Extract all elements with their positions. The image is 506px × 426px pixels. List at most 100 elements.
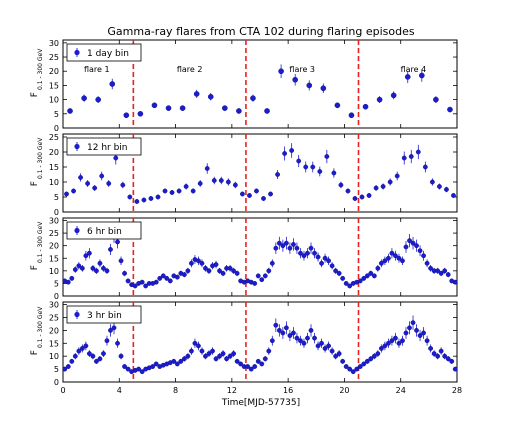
data-point xyxy=(276,327,282,333)
data-point xyxy=(255,358,261,364)
data-point xyxy=(336,351,342,357)
data-point xyxy=(269,338,275,344)
x-tick-labels: 0 4 8 12 16 20 24 28 xyxy=(60,386,462,395)
data-point xyxy=(207,93,214,100)
data-point xyxy=(261,196,266,201)
data-point xyxy=(352,196,358,201)
data-point xyxy=(83,343,89,349)
data-point xyxy=(203,353,208,359)
y-axis-label-subscript: 0.1 - 300 GeV xyxy=(37,137,44,179)
x-tick-label: 0 xyxy=(60,386,65,395)
data-point xyxy=(333,268,339,274)
y-tick-label: 0 xyxy=(54,124,59,133)
data-point xyxy=(122,270,127,276)
data-point xyxy=(376,96,383,103)
x-tick-label: 8 xyxy=(173,386,178,395)
data-point xyxy=(190,188,196,194)
data-point xyxy=(451,193,456,198)
y-tick-label: 10 xyxy=(49,267,59,276)
data-point xyxy=(396,340,402,346)
data-point xyxy=(95,96,101,103)
data-point xyxy=(101,351,106,357)
data-point xyxy=(206,268,212,274)
data-point xyxy=(322,346,328,351)
y-tick-label: 15 xyxy=(49,81,59,90)
legend-label: 3 hr bin xyxy=(87,311,122,321)
data-point xyxy=(250,95,256,101)
x-tick-label: 4 xyxy=(117,386,122,395)
data-point xyxy=(227,353,233,359)
data-point xyxy=(132,283,138,289)
data-point xyxy=(386,255,391,261)
data-point xyxy=(211,178,217,183)
data-point xyxy=(287,333,293,338)
data-point xyxy=(199,260,205,266)
legend-box xyxy=(66,305,142,324)
data-point xyxy=(113,155,119,161)
data-point xyxy=(400,338,405,344)
data-point xyxy=(422,164,428,170)
data-point xyxy=(401,155,407,161)
data-point xyxy=(266,268,272,274)
data-point xyxy=(90,265,96,271)
data-point xyxy=(248,366,254,372)
data-point xyxy=(125,278,131,284)
data-point xyxy=(213,356,219,362)
y-tick-label: 25 xyxy=(49,229,59,238)
data-point xyxy=(157,275,163,281)
data-point xyxy=(343,364,349,369)
data-point xyxy=(69,358,75,364)
data-point xyxy=(368,270,374,276)
legend: 6 hr bin xyxy=(66,221,142,240)
data-point xyxy=(109,81,116,87)
data-point xyxy=(315,254,321,260)
data-point xyxy=(417,333,423,338)
data-point xyxy=(193,91,200,97)
data-point xyxy=(387,179,393,185)
data-point xyxy=(269,260,275,266)
data-point xyxy=(417,248,423,254)
y-tick-label: 25 xyxy=(49,53,59,62)
data-point xyxy=(433,96,439,103)
y-tick-label: 15 xyxy=(49,254,59,263)
data-point xyxy=(382,343,388,349)
data-point xyxy=(196,343,201,349)
x-tick-label: 28 xyxy=(452,386,462,395)
flare-label: flare 4 xyxy=(401,65,427,74)
data-point xyxy=(217,353,222,359)
y-tick-label: 5 xyxy=(54,279,59,288)
data-point xyxy=(371,273,377,279)
legend-label: 1 day bin xyxy=(87,49,129,59)
data-point xyxy=(165,105,172,111)
data-point xyxy=(85,181,91,186)
legend: 1 day bin xyxy=(66,43,142,62)
data-point xyxy=(196,258,201,264)
data-point xyxy=(315,343,321,349)
data-point xyxy=(97,356,103,362)
data-point xyxy=(303,164,309,170)
data-point xyxy=(236,108,242,114)
data-point xyxy=(431,351,437,357)
data-point xyxy=(445,356,451,362)
panel-stack: 0 5 10 15 20 25 30 1 day bin F 0.1 - 300 GeV flare… xyxy=(30,39,458,387)
data-point xyxy=(404,74,411,80)
data-point xyxy=(167,278,173,284)
data-point xyxy=(206,351,212,357)
data-point xyxy=(238,361,244,367)
data-point xyxy=(347,366,353,372)
data-point xyxy=(115,239,120,245)
data-point xyxy=(64,191,69,197)
data-point xyxy=(204,166,210,171)
data-point xyxy=(324,154,330,159)
data-point xyxy=(310,164,316,170)
data-point xyxy=(189,260,194,266)
x-tick-label: 16 xyxy=(283,386,293,395)
data-point xyxy=(301,340,307,346)
data-point xyxy=(227,265,233,271)
data-point xyxy=(452,279,458,285)
data-point xyxy=(291,330,296,336)
data-point xyxy=(234,358,240,364)
x-tick-label: 24 xyxy=(396,386,406,395)
data-point xyxy=(234,270,240,276)
data-point xyxy=(171,358,177,364)
